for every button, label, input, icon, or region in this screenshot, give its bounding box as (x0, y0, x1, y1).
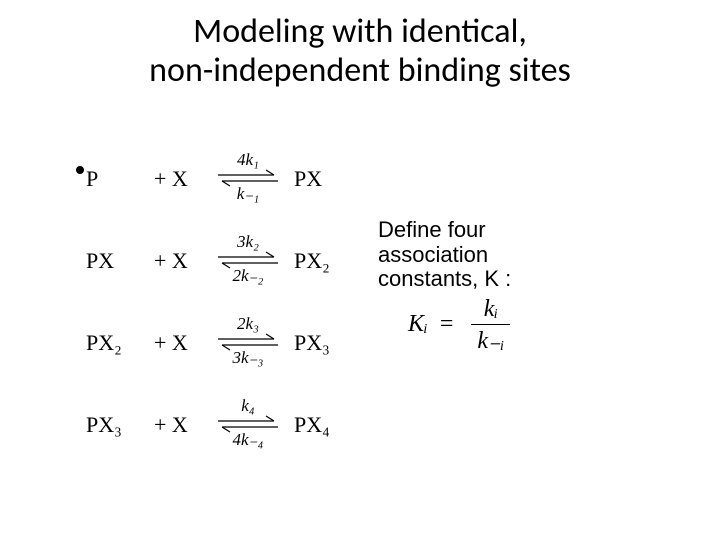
title-line-2: non-independent binding sites (149, 50, 571, 91)
define-line-2: association (378, 242, 488, 267)
define-line-3: constants, K : (378, 266, 511, 291)
eqn-lhs: PX (86, 248, 114, 274)
define-line-1: Define four (378, 217, 486, 242)
rate-top: 4k₁ (212, 150, 284, 170)
eqn-plus: + X (154, 412, 188, 438)
equilibrium-arrow: 4k₁ k₋₁ (212, 156, 284, 200)
eqn-rhs: PX (294, 166, 322, 192)
equations-block: P + X 4k₁ k₋₁ PX PX + X 3k₂ (86, 136, 376, 464)
eqn-rhs: PX₃ (294, 330, 330, 356)
rate-top: 2k₃ (212, 314, 284, 334)
eqn-lhs: PX₂ (86, 330, 122, 356)
rate-bot: 3k₋₃ (212, 348, 284, 368)
title-line-1: Modeling with identical, (193, 11, 527, 52)
ki-denominator: k₋ᵢ (471, 325, 510, 355)
equilibrium-arrow: 3k₂ 2k₋₂ (212, 238, 284, 282)
eqn-plus: + X (154, 330, 188, 356)
equilibrium-arrow: 2k₃ 3k₋₃ (212, 320, 284, 364)
define-text: Define four association constants, K : (378, 218, 554, 292)
slide: Modeling with identical, non-independent… (0, 0, 720, 540)
equation-row: P + X 4k₁ k₋₁ PX (86, 136, 376, 218)
equation-row: PX₂ + X 2k₃ 3k₋₃ PX₃ (86, 300, 376, 382)
ki-equals: = (434, 311, 460, 337)
ki-numerator: kᵢ (471, 296, 510, 325)
equilibrium-arrow: k₄ 4k₋₄ (212, 402, 284, 446)
eqn-rhs: PX₂ (294, 248, 330, 274)
equation-row: PX₃ + X k₄ 4k₋₄ PX₄ (86, 382, 376, 464)
ki-equation: Kᵢ = kᵢ k₋ᵢ (408, 296, 510, 355)
slide-title: Modeling with identical, non-independent… (0, 12, 720, 90)
rate-bot: k₋₁ (212, 184, 284, 204)
ki-fraction: kᵢ k₋ᵢ (471, 296, 510, 355)
eqn-plus: + X (154, 166, 188, 192)
rate-top: k₄ (212, 396, 284, 416)
equation-row: PX + X 3k₂ 2k₋₂ PX₂ (86, 218, 376, 300)
rate-top: 3k₂ (212, 232, 284, 252)
eqn-plus: + X (154, 248, 188, 274)
rate-bot: 4k₋₄ (212, 430, 284, 450)
eqn-rhs: PX₄ (294, 412, 330, 438)
rate-bot: 2k₋₂ (212, 266, 284, 286)
eqn-lhs: P (86, 166, 98, 192)
eqn-lhs: PX₃ (86, 412, 122, 438)
ki-lhs: Kᵢ (408, 311, 428, 337)
bullet-icon (76, 166, 84, 174)
